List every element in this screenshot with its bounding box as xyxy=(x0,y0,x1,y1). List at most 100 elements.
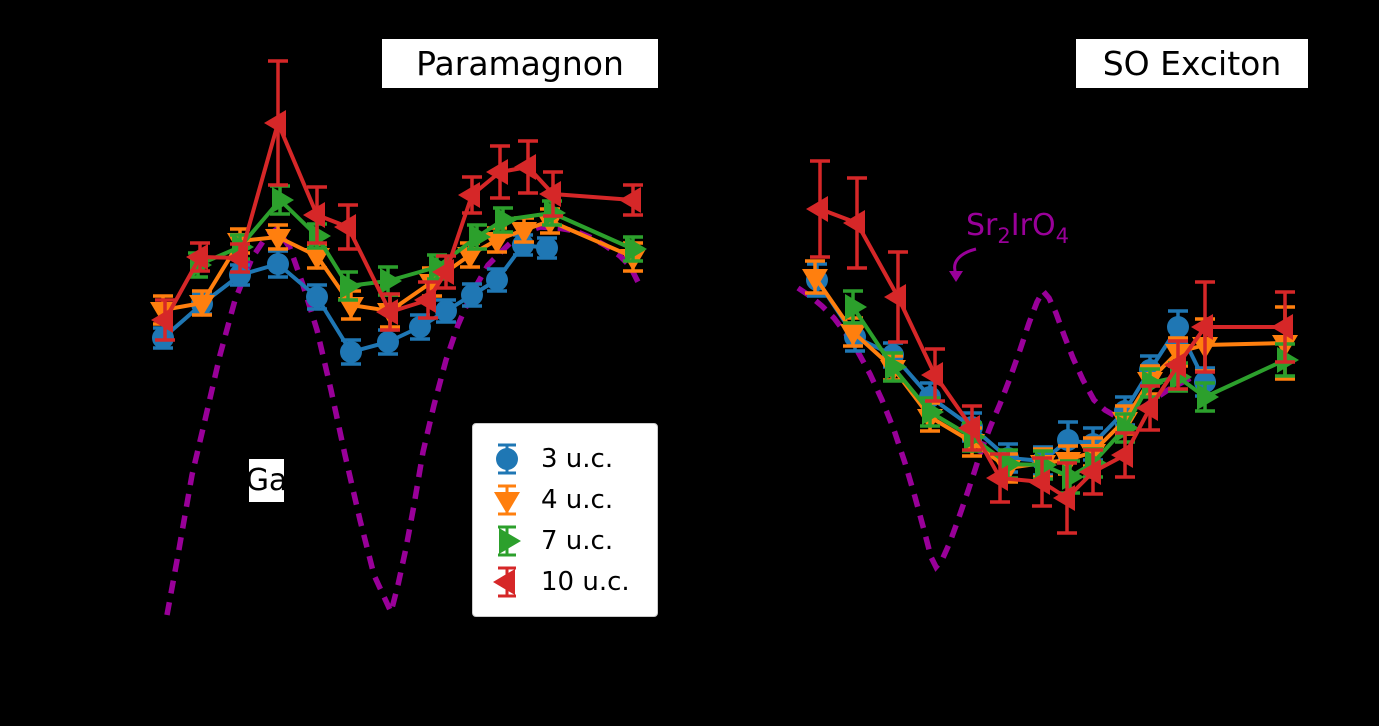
data-marker xyxy=(435,300,457,322)
legend-item-7uc: 7 u.c. xyxy=(489,520,657,561)
data-marker xyxy=(432,259,454,285)
data-marker xyxy=(958,415,980,441)
series-line xyxy=(163,121,634,321)
data-marker xyxy=(986,465,1008,491)
data-marker xyxy=(304,248,330,270)
sr2iro4-label-main1: Sr xyxy=(966,208,998,243)
sr2iro4-label: Sr2IrO4 xyxy=(966,211,1069,247)
ga-label-text: Ga xyxy=(245,462,288,498)
data-marker xyxy=(495,207,517,233)
data-marker xyxy=(539,181,561,207)
legend-item-10uc: 10 u.c. xyxy=(489,561,657,602)
paramagnon-panel xyxy=(150,59,647,621)
legend-item-label: 3 u.c. xyxy=(541,443,614,474)
data-marker xyxy=(840,324,866,346)
data-marker xyxy=(802,269,828,291)
data-marker xyxy=(469,224,491,250)
data-marker xyxy=(921,362,943,388)
data-marker xyxy=(536,237,558,259)
data-marker xyxy=(512,234,534,256)
panel-title-paramagnon-text: Paramagnon xyxy=(416,44,624,83)
legend-item-label: 10 u.c. xyxy=(541,566,630,597)
data-marker xyxy=(1028,469,1050,495)
triangle-right-legend-key-icon xyxy=(498,525,521,556)
arrow-head-icon xyxy=(949,271,963,282)
data-marker xyxy=(380,268,402,294)
data-marker xyxy=(1277,347,1299,373)
data-marker xyxy=(486,269,508,291)
data-marker xyxy=(1111,442,1133,468)
data-marker xyxy=(340,341,362,363)
legend-item-4uc: 4 u.c. xyxy=(489,479,657,520)
data-marker xyxy=(186,244,208,270)
paramagnon-series-10uc xyxy=(151,59,643,342)
data-marker xyxy=(1142,370,1164,396)
series-line xyxy=(819,207,1285,500)
data-marker xyxy=(484,232,510,254)
data-marker xyxy=(377,331,399,353)
data-marker xyxy=(884,284,906,310)
data-marker xyxy=(458,182,480,208)
data-marker xyxy=(619,187,641,213)
data-marker xyxy=(152,327,174,349)
panel-title-paramagnon: Paramagnon xyxy=(382,39,658,88)
sr2iro4-annotation-arrow xyxy=(949,247,977,282)
legend-item-label: 4 u.c. xyxy=(541,484,614,515)
data-marker xyxy=(265,229,291,251)
triangle-left-legend-key-icon xyxy=(493,566,516,597)
so-exciton-series-4uc xyxy=(802,259,1298,484)
data-marker xyxy=(303,202,325,228)
data-marker xyxy=(376,299,398,325)
data-marker xyxy=(514,154,536,180)
data-marker xyxy=(334,214,356,240)
data-marker xyxy=(922,399,944,425)
data-marker xyxy=(843,210,865,236)
panel-title-so-exciton-text: SO Exciton xyxy=(1102,44,1282,83)
data-marker xyxy=(409,316,431,338)
data-marker xyxy=(151,307,173,333)
legend: 3 u.c. 4 u.c. 7 u.c. 10 u.c. xyxy=(472,423,658,617)
data-marker xyxy=(1164,352,1186,378)
legend-item-label: 7 u.c. xyxy=(541,525,614,556)
sr2iro4-label-main2: IrO xyxy=(1010,208,1056,243)
data-marker xyxy=(461,284,483,306)
data-marker xyxy=(338,297,364,319)
arrow-shaft xyxy=(953,247,977,275)
panel-title-so-exciton: SO Exciton xyxy=(1076,39,1308,88)
data-marker xyxy=(1167,316,1189,338)
data-marker xyxy=(189,295,215,317)
data-marker xyxy=(1197,384,1219,410)
data-marker xyxy=(1191,314,1213,340)
data-marker xyxy=(1079,459,1101,485)
data-marker xyxy=(625,236,647,262)
data-marker xyxy=(1136,395,1158,421)
data-marker xyxy=(306,286,328,308)
data-marker xyxy=(429,254,451,280)
circle-legend-key-icon xyxy=(496,443,518,474)
data-marker xyxy=(414,287,436,313)
data-marker xyxy=(885,354,907,380)
data-marker xyxy=(340,273,362,299)
data-marker xyxy=(544,200,566,226)
data-marker xyxy=(486,159,508,185)
so-exciton-sr2iro4-dashed-curve xyxy=(796,285,1193,572)
data-marker xyxy=(845,294,867,320)
so-exciton-panel xyxy=(796,159,1299,572)
data-marker xyxy=(806,196,828,222)
data-marker xyxy=(267,253,289,275)
sr2iro4-label-sub1: 2 xyxy=(997,224,1011,248)
data-marker xyxy=(226,245,248,271)
ga-label-chip: Ga xyxy=(246,459,287,502)
legend-item-3uc: 3 u.c. xyxy=(489,438,657,479)
data-marker xyxy=(1053,485,1075,511)
so-exciton-series-10uc xyxy=(806,159,1295,535)
data-marker xyxy=(1271,314,1293,340)
data-marker xyxy=(272,187,294,213)
triangle-down-legend-key-icon xyxy=(494,484,520,515)
data-marker xyxy=(264,110,286,136)
data-marker xyxy=(457,247,483,269)
data-marker xyxy=(511,222,537,244)
sr2iro4-label-sub2: 4 xyxy=(1055,224,1069,248)
